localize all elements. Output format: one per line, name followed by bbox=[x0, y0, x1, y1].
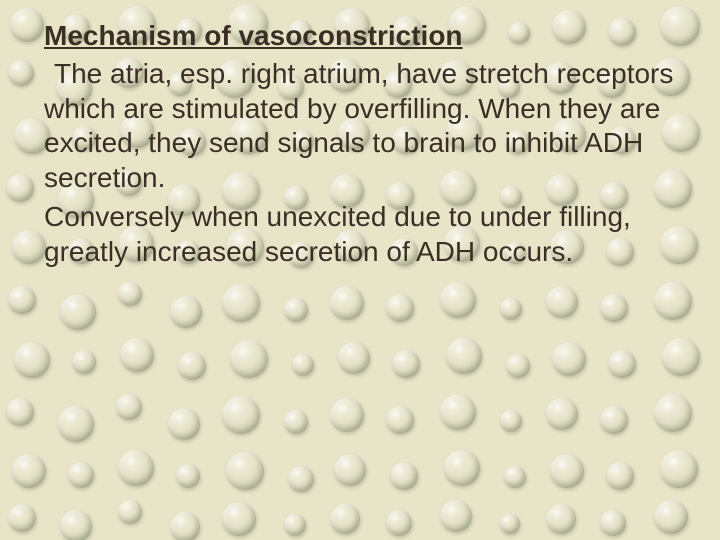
droplet bbox=[330, 504, 360, 534]
droplet bbox=[170, 512, 200, 540]
droplet bbox=[446, 338, 482, 374]
droplet bbox=[60, 510, 92, 540]
droplet bbox=[654, 500, 688, 534]
slide-paragraph-1: The atria, esp. right atrium, have stret… bbox=[44, 57, 676, 196]
droplet bbox=[178, 352, 206, 380]
droplet bbox=[606, 462, 634, 490]
droplet bbox=[546, 286, 578, 318]
droplet bbox=[170, 296, 202, 328]
droplet bbox=[334, 454, 366, 486]
droplet bbox=[600, 510, 626, 536]
droplet bbox=[14, 342, 50, 378]
droplet bbox=[168, 408, 200, 440]
droplet bbox=[660, 450, 698, 488]
droplet bbox=[222, 284, 260, 322]
slide-paragraph-2: Conversely when unexcited due to under f… bbox=[44, 200, 676, 269]
droplet bbox=[330, 398, 364, 432]
droplet bbox=[506, 354, 530, 378]
droplet bbox=[284, 298, 308, 322]
droplet bbox=[6, 398, 34, 426]
slide: Mechanism of vasoconstriction The atria,… bbox=[0, 0, 720, 540]
droplet bbox=[440, 500, 472, 532]
droplet bbox=[386, 510, 412, 536]
droplet bbox=[546, 398, 578, 430]
droplet bbox=[500, 298, 522, 320]
droplet bbox=[392, 350, 420, 378]
droplet bbox=[500, 514, 520, 534]
droplet bbox=[386, 406, 414, 434]
droplet bbox=[226, 452, 264, 490]
droplet bbox=[118, 450, 154, 486]
droplet bbox=[288, 466, 314, 492]
droplet bbox=[608, 350, 636, 378]
droplet bbox=[8, 504, 36, 532]
droplet bbox=[12, 454, 46, 488]
droplet bbox=[552, 342, 586, 376]
slide-content: Mechanism of vasoconstriction The atria,… bbox=[0, 0, 720, 269]
droplet bbox=[284, 410, 308, 434]
droplet bbox=[120, 338, 154, 372]
droplet bbox=[58, 406, 94, 442]
droplet bbox=[390, 462, 418, 490]
droplet bbox=[116, 394, 142, 420]
droplet bbox=[230, 340, 268, 378]
droplet bbox=[330, 286, 364, 320]
droplet bbox=[60, 294, 96, 330]
droplet bbox=[662, 338, 700, 376]
droplet bbox=[118, 282, 142, 306]
droplet bbox=[440, 394, 476, 430]
droplet bbox=[284, 514, 306, 536]
droplet bbox=[550, 454, 584, 488]
droplet bbox=[546, 504, 576, 534]
droplet bbox=[600, 406, 628, 434]
droplet bbox=[8, 286, 36, 314]
droplet bbox=[440, 282, 476, 318]
droplet bbox=[176, 464, 200, 488]
droplet bbox=[72, 350, 96, 374]
droplet bbox=[654, 282, 692, 320]
droplet bbox=[222, 396, 260, 434]
droplet bbox=[338, 342, 370, 374]
droplet bbox=[500, 410, 522, 432]
droplet bbox=[386, 294, 414, 322]
droplet bbox=[654, 394, 692, 432]
droplet bbox=[118, 500, 142, 524]
droplet bbox=[222, 502, 256, 536]
slide-heading: Mechanism of vasoconstriction bbox=[44, 18, 676, 53]
droplet bbox=[292, 354, 314, 376]
droplet bbox=[504, 466, 526, 488]
droplet bbox=[68, 462, 94, 488]
droplet bbox=[600, 294, 628, 322]
droplet bbox=[444, 450, 480, 486]
